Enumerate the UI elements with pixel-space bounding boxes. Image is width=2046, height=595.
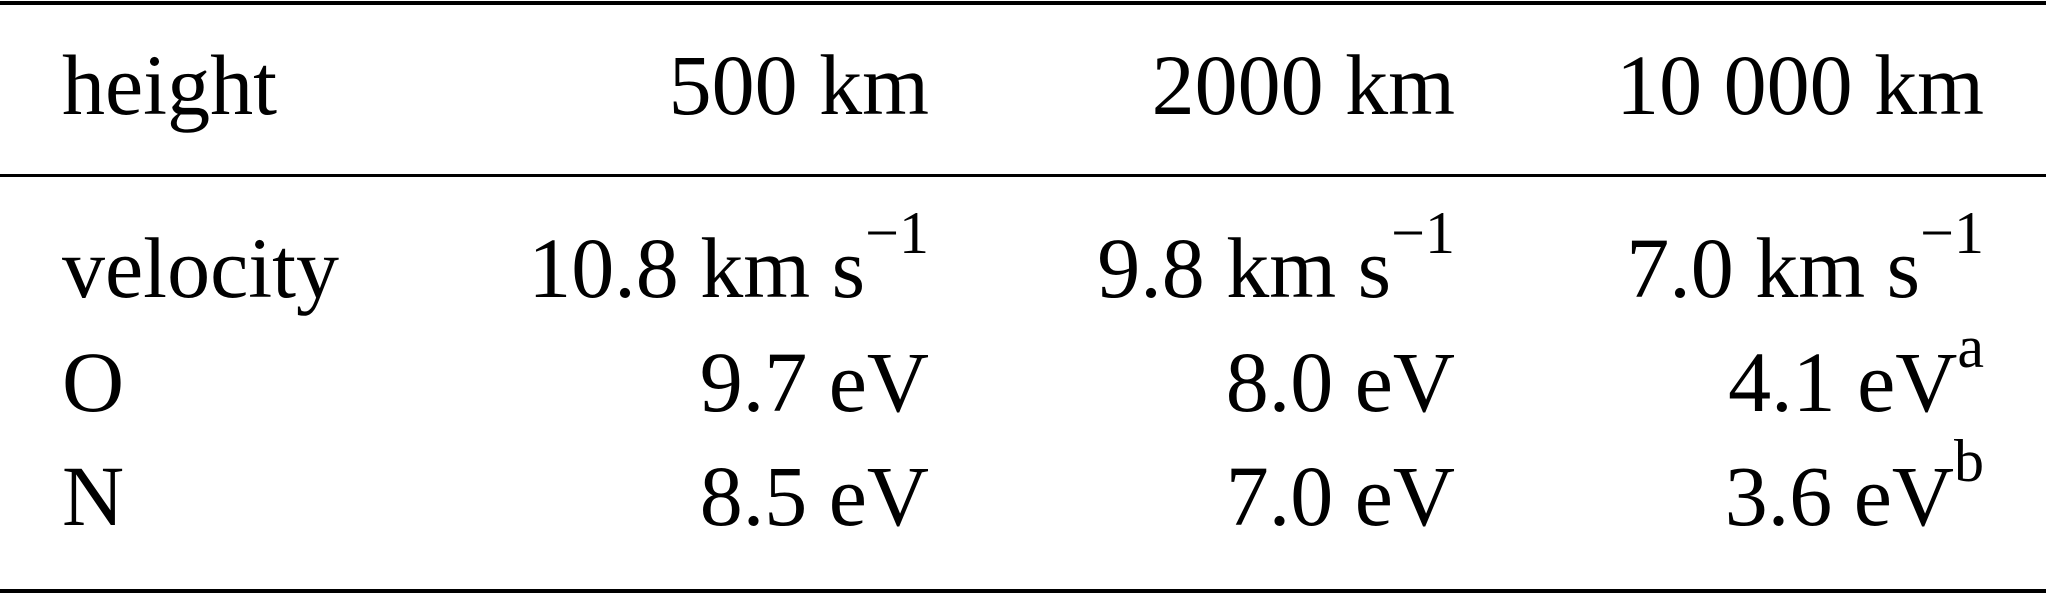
table-row-velocity: velocity 10.8 km s−1 9.8 km s−1 7.0 km s… [0, 200, 2046, 323]
header-row: height 500 km 2000 km 10 000 km [0, 30, 2046, 140]
table-cell: 4.1 eVa [1728, 314, 1984, 430]
table-cell: 8.0 eV [1225, 334, 1455, 430]
table-cell: 9.8 km s−1 [1097, 200, 1455, 316]
table-cell: 8.5 eV [699, 448, 929, 544]
header-cell: 500 km [668, 37, 929, 133]
row-label: velocity [62, 220, 340, 316]
table-cell: 10.8 km s−1 [528, 200, 929, 316]
table-cell: 7.0 eV [1225, 448, 1455, 544]
row-label: N [62, 448, 125, 544]
table-row-o: O 9.7 eV 8.0 eV 4.1 eVa [0, 314, 2046, 437]
header-cell: 10 000 km [1616, 37, 1984, 133]
footnote-mark: b [1954, 428, 1984, 494]
bottom-rule [0, 589, 2046, 593]
table-cell: 3.6 eVb [1724, 428, 1984, 544]
header-cell: 2000 km [1151, 37, 1455, 133]
top-rule [0, 1, 2046, 5]
table-cell: 9.7 eV [699, 334, 929, 430]
mid-rule [0, 174, 2046, 177]
table-row-n: N 8.5 eV 7.0 eV 3.6 eVb [0, 428, 2046, 551]
footnote-mark: a [1957, 314, 1984, 380]
row-label: O [62, 334, 125, 430]
table-cell: 7.0 km s−1 [1626, 200, 1984, 316]
header-cell: height [62, 37, 277, 133]
